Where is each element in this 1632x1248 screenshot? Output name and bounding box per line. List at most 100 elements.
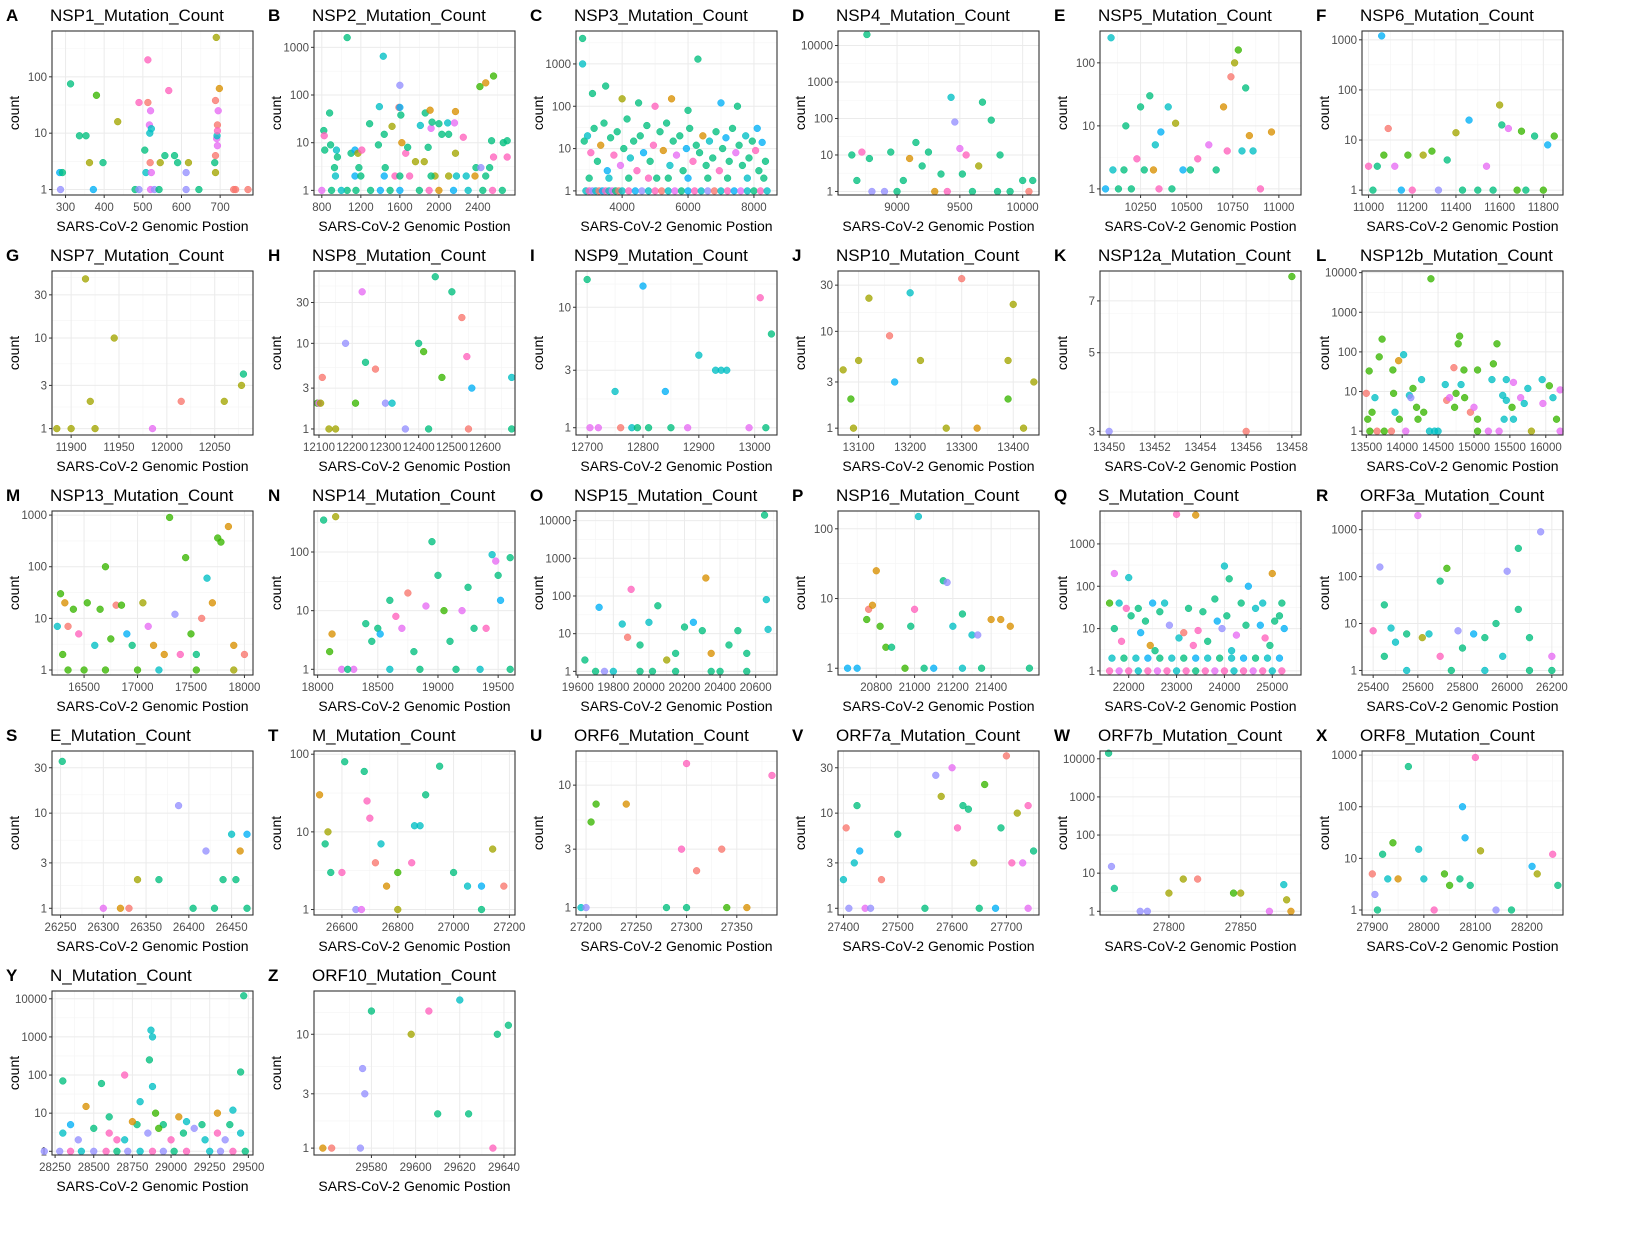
data-point bbox=[1006, 622, 1014, 630]
x-tick-label: 12600 bbox=[469, 442, 501, 454]
data-point bbox=[333, 153, 342, 161]
data-point bbox=[651, 102, 659, 110]
data-point bbox=[410, 648, 418, 656]
data-point bbox=[906, 289, 914, 297]
y-tick-label: 1000 bbox=[545, 59, 571, 71]
data-point bbox=[82, 132, 90, 140]
data-point bbox=[149, 641, 158, 650]
data-point bbox=[663, 656, 671, 664]
data-point bbox=[630, 137, 638, 145]
data-point bbox=[677, 845, 686, 853]
data-point bbox=[1249, 667, 1257, 675]
data-point bbox=[1394, 875, 1402, 883]
data-point bbox=[848, 151, 856, 159]
y-tick-label: 1000 bbox=[807, 77, 833, 89]
data-point bbox=[1238, 147, 1246, 155]
data-point bbox=[1136, 907, 1144, 915]
data-point bbox=[1101, 185, 1110, 193]
data-point bbox=[676, 132, 684, 140]
data-point bbox=[1391, 408, 1399, 416]
data-point bbox=[1368, 408, 1376, 416]
data-point bbox=[930, 664, 938, 672]
x-tick-label: 4000 bbox=[609, 202, 635, 214]
data-point bbox=[590, 124, 598, 133]
data-point bbox=[751, 146, 760, 155]
data-point bbox=[1502, 396, 1510, 404]
data-point bbox=[208, 599, 217, 607]
data-point bbox=[600, 119, 608, 127]
panel-title: NSP3_Mutation_Count bbox=[574, 6, 748, 25]
data-point bbox=[1030, 378, 1038, 386]
data-point bbox=[1013, 809, 1021, 817]
x-tick-label: 27200 bbox=[570, 922, 602, 934]
plot-border bbox=[1361, 510, 1564, 676]
data-point bbox=[1456, 875, 1464, 883]
data-point bbox=[1127, 185, 1135, 193]
data-point bbox=[617, 424, 625, 432]
panel-N: 18000 18500 19000 19500 1 10 100 N NSP14_Mutatio… bbox=[268, 486, 516, 714]
data-point bbox=[613, 128, 621, 136]
y-tick-label: 3 bbox=[41, 858, 47, 870]
data-point bbox=[1466, 881, 1474, 890]
y-axis-label: count bbox=[530, 336, 546, 370]
data-point bbox=[1454, 340, 1462, 348]
data-point bbox=[492, 557, 500, 565]
data-point bbox=[1373, 906, 1382, 914]
data-point bbox=[1458, 644, 1467, 652]
data-point bbox=[1204, 637, 1212, 645]
data-point bbox=[756, 187, 765, 195]
y-axis-label: count bbox=[792, 576, 808, 610]
y-tick-label: 1 bbox=[565, 423, 571, 435]
x-tick-label: 21400 bbox=[975, 682, 1007, 694]
data-point bbox=[578, 60, 587, 68]
x-axis-label: SARS-CoV-2 Genomic Postion bbox=[842, 458, 1034, 474]
panel-letter: U bbox=[530, 726, 542, 745]
data-point bbox=[236, 1129, 245, 1137]
x-tick-label: 11900 bbox=[56, 442, 87, 454]
data-point bbox=[101, 563, 110, 571]
data-point bbox=[1550, 132, 1558, 140]
data-point bbox=[75, 630, 83, 638]
data-point bbox=[1533, 870, 1541, 878]
y-tick-label: 100 bbox=[1338, 347, 1357, 359]
data-point bbox=[595, 603, 603, 611]
data-point bbox=[1502, 375, 1510, 384]
data-point bbox=[121, 1071, 129, 1079]
data-point bbox=[1179, 875, 1187, 883]
data-point bbox=[1227, 73, 1235, 81]
data-point bbox=[649, 141, 658, 149]
data-point bbox=[1391, 162, 1399, 170]
data-point bbox=[331, 425, 340, 433]
data-point bbox=[1237, 599, 1245, 607]
y-axis-label: count bbox=[268, 1056, 284, 1090]
panel-A: 300 400 500 600 700 1 10 100 A NSP1_Mutation_Coun… bbox=[6, 6, 254, 234]
data-point bbox=[1278, 599, 1286, 607]
data-point bbox=[948, 764, 956, 772]
data-point bbox=[458, 607, 466, 615]
data-point bbox=[606, 134, 615, 142]
data-point bbox=[396, 172, 404, 180]
x-axis-label: SARS-CoV-2 Genomic Postion bbox=[56, 218, 248, 234]
x-tick-label: 12400 bbox=[403, 442, 435, 454]
data-point bbox=[849, 424, 858, 432]
x-tick-label: 12800 bbox=[627, 442, 659, 454]
data-point bbox=[622, 800, 630, 808]
data-point bbox=[136, 1098, 144, 1106]
data-point bbox=[748, 137, 756, 145]
data-point bbox=[866, 904, 875, 912]
panel-letter: R bbox=[1316, 486, 1328, 505]
x-tick-label: 6000 bbox=[675, 202, 701, 214]
data-point bbox=[1473, 415, 1482, 423]
y-tick-label: 1000 bbox=[283, 42, 309, 54]
data-point bbox=[496, 596, 505, 604]
data-point bbox=[689, 157, 697, 165]
data-point bbox=[1268, 667, 1276, 675]
plot-background bbox=[52, 991, 253, 1155]
data-point bbox=[993, 187, 1002, 196]
data-point bbox=[872, 567, 880, 575]
y-tick-label: 1 bbox=[41, 665, 47, 677]
y-tick-label: 10 bbox=[296, 138, 309, 150]
data-point bbox=[698, 627, 706, 635]
data-point bbox=[1489, 186, 1497, 194]
